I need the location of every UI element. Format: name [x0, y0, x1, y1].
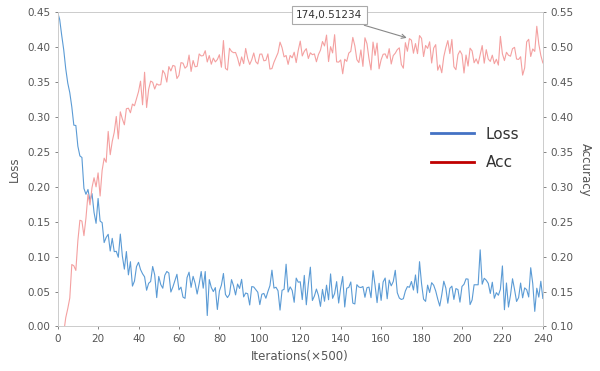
Legend: Loss, Acc: Loss, Acc	[425, 121, 526, 177]
Text: 174,0.51234: 174,0.51234	[296, 10, 406, 38]
X-axis label: Iterations(×500): Iterations(×500)	[251, 349, 349, 363]
Y-axis label: Accuracy: Accuracy	[578, 142, 592, 196]
Y-axis label: Loss: Loss	[8, 157, 22, 182]
